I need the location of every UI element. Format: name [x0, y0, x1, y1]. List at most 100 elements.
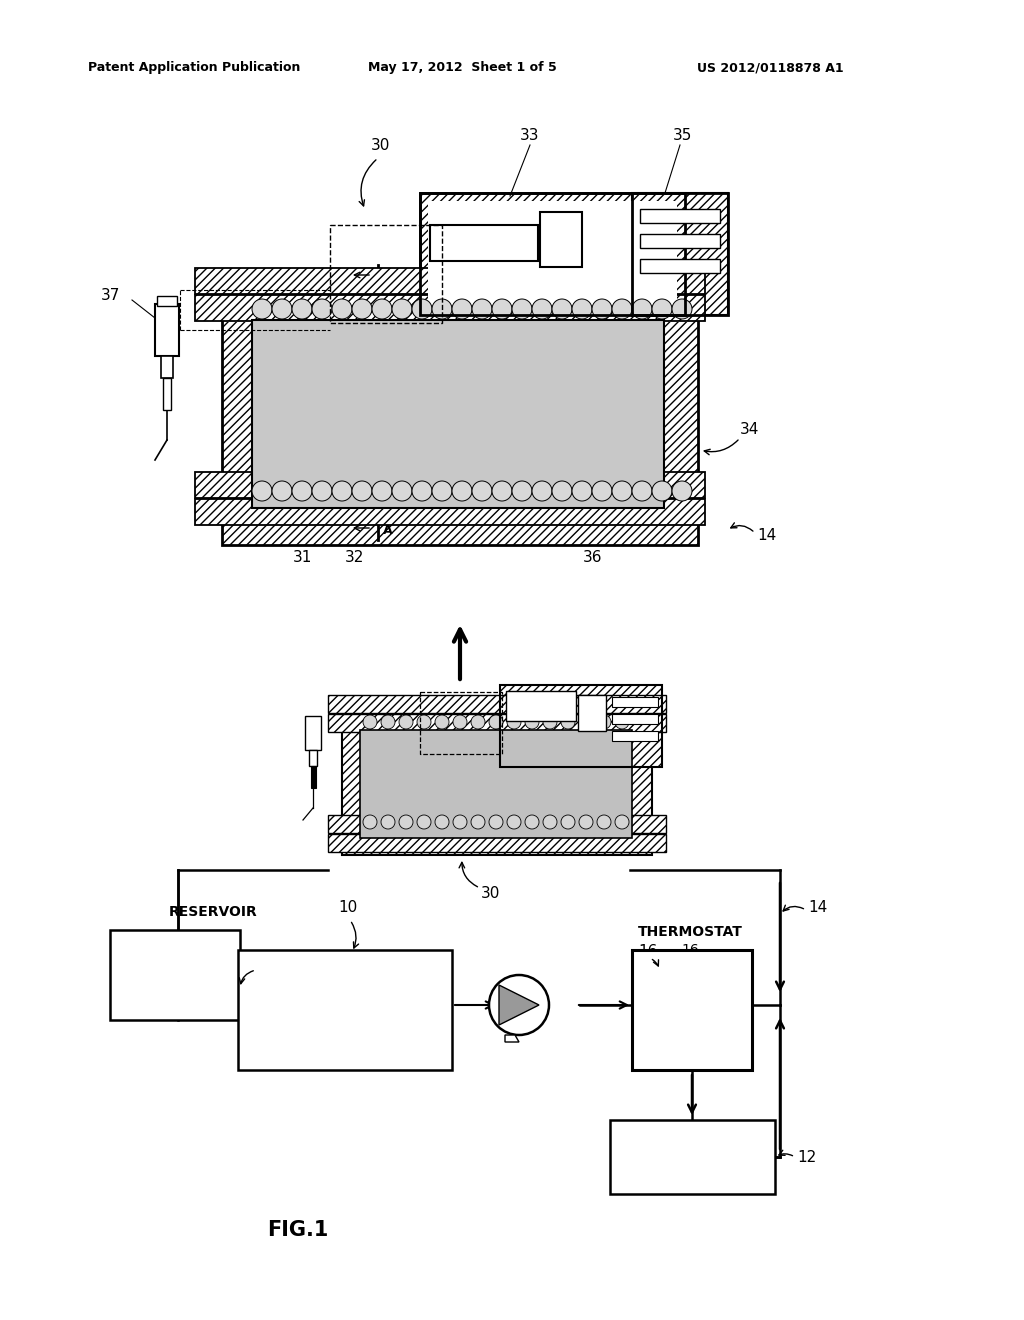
Circle shape: [432, 480, 452, 502]
Circle shape: [597, 814, 611, 829]
Circle shape: [392, 480, 412, 502]
Circle shape: [352, 480, 372, 502]
Text: 30: 30: [371, 137, 390, 153]
Polygon shape: [499, 985, 539, 1026]
Circle shape: [312, 480, 332, 502]
Circle shape: [612, 480, 632, 502]
Circle shape: [292, 300, 312, 319]
Circle shape: [435, 715, 449, 729]
Circle shape: [492, 480, 512, 502]
Bar: [640, 259, 720, 273]
Bar: [311, 766, 316, 788]
Circle shape: [632, 480, 652, 502]
Circle shape: [472, 300, 492, 319]
Text: 18: 18: [249, 953, 267, 968]
Circle shape: [471, 814, 485, 829]
Bar: [110, 931, 240, 1020]
Circle shape: [372, 300, 392, 319]
Circle shape: [672, 480, 692, 502]
Circle shape: [532, 480, 552, 502]
Circle shape: [572, 300, 592, 319]
Bar: [163, 378, 171, 411]
Bar: [238, 950, 452, 1071]
Text: 35: 35: [674, 128, 692, 143]
Text: STACK: STACK: [319, 1011, 370, 1026]
Circle shape: [381, 814, 395, 829]
Text: 34: 34: [740, 422, 760, 437]
Bar: [330, 224, 442, 323]
Bar: [195, 499, 705, 525]
Circle shape: [652, 300, 672, 319]
Circle shape: [417, 814, 431, 829]
Bar: [420, 692, 502, 754]
Text: 32: 32: [345, 550, 365, 565]
Circle shape: [552, 480, 572, 502]
Circle shape: [615, 715, 629, 729]
Text: Patent Application Publication: Patent Application Publication: [88, 62, 300, 74]
Bar: [328, 714, 666, 733]
Bar: [612, 731, 658, 741]
Bar: [420, 193, 685, 315]
Circle shape: [352, 300, 372, 319]
Circle shape: [432, 300, 452, 319]
Text: 14: 14: [808, 900, 827, 916]
Circle shape: [592, 300, 612, 319]
Bar: [195, 268, 705, 294]
Bar: [612, 697, 658, 708]
Bar: [500, 685, 662, 767]
Text: A: A: [383, 524, 392, 536]
Bar: [428, 201, 677, 308]
Circle shape: [615, 814, 629, 829]
Bar: [195, 473, 705, 498]
Bar: [506, 690, 575, 721]
Bar: [640, 234, 720, 248]
Bar: [612, 714, 658, 723]
Bar: [632, 193, 728, 315]
Circle shape: [412, 480, 432, 502]
Circle shape: [252, 300, 272, 319]
Circle shape: [579, 814, 593, 829]
Circle shape: [471, 715, 485, 729]
Circle shape: [453, 715, 467, 729]
Text: May 17, 2012  Sheet 1 of 5: May 17, 2012 Sheet 1 of 5: [368, 62, 557, 74]
Circle shape: [507, 715, 521, 729]
Text: 36: 36: [584, 550, 603, 565]
Circle shape: [592, 480, 612, 502]
Text: RADIATOR: RADIATOR: [653, 1150, 733, 1164]
Circle shape: [332, 300, 352, 319]
Circle shape: [362, 814, 377, 829]
Circle shape: [399, 715, 413, 729]
Bar: [632, 193, 728, 315]
Circle shape: [632, 300, 652, 319]
Text: 10: 10: [338, 900, 357, 916]
Bar: [328, 834, 666, 851]
Bar: [328, 696, 666, 713]
Text: FIG.1: FIG.1: [267, 1220, 329, 1239]
Bar: [222, 282, 698, 545]
Text: 16: 16: [638, 945, 657, 960]
Bar: [161, 356, 173, 378]
Circle shape: [417, 715, 431, 729]
Circle shape: [492, 300, 512, 319]
Circle shape: [312, 300, 332, 319]
Circle shape: [372, 480, 392, 502]
Text: 30: 30: [480, 886, 500, 900]
Circle shape: [452, 480, 472, 502]
Bar: [500, 685, 662, 767]
Bar: [420, 193, 685, 315]
Circle shape: [572, 480, 592, 502]
Bar: [155, 304, 179, 356]
Circle shape: [252, 480, 272, 502]
Bar: [305, 715, 321, 750]
Circle shape: [292, 480, 312, 502]
Bar: [328, 814, 666, 833]
Circle shape: [561, 814, 575, 829]
Bar: [540, 213, 582, 267]
Circle shape: [435, 814, 449, 829]
Bar: [430, 224, 538, 261]
Circle shape: [532, 300, 552, 319]
Circle shape: [453, 814, 467, 829]
Circle shape: [543, 715, 557, 729]
Circle shape: [512, 300, 532, 319]
Circle shape: [452, 300, 472, 319]
